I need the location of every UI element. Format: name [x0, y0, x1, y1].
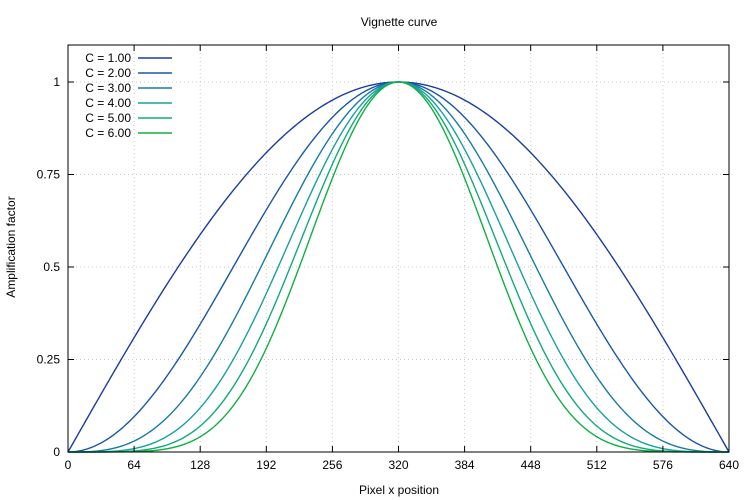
- x-tick-label: 256: [322, 458, 342, 472]
- series-line: [68, 81, 729, 453]
- legend-label: C = 3.00: [85, 81, 131, 95]
- x-tick-label: 128: [190, 458, 210, 472]
- x-tick-label: 384: [455, 458, 475, 472]
- x-tick-label: 320: [388, 458, 408, 472]
- y-axis-label: Amplification factor: [4, 196, 18, 297]
- x-axis-ticks: 0 64 128 192 256 320 384 448 512 576 640: [65, 45, 739, 472]
- y-tick-label: 0.5: [43, 260, 60, 274]
- series-curves: [67, 81, 730, 453]
- y-tick-label: 0: [53, 445, 60, 459]
- x-tick-label: 576: [653, 458, 673, 472]
- y-tick-label: 0.25: [37, 353, 61, 367]
- legend-label: C = 1.00: [85, 51, 131, 65]
- x-tick-label: 192: [256, 458, 276, 472]
- y-tick-label: 0.75: [37, 168, 61, 182]
- y-axis-ticks: 0 0.25 0.5 0.75 1: [37, 75, 729, 459]
- legend: C = 1.00C = 2.00C = 3.00C = 4.00C = 5.00…: [85, 51, 172, 140]
- grid-lines: [68, 45, 729, 452]
- legend-label: C = 6.00: [85, 126, 131, 140]
- x-tick-label: 0: [65, 458, 72, 472]
- x-tick-label: 448: [521, 458, 541, 472]
- plot-frame: [67, 44, 730, 453]
- legend-label: C = 4.00: [85, 96, 131, 110]
- x-tick-label: 640: [719, 458, 739, 472]
- y-tick-label: 1: [53, 75, 60, 89]
- x-tick-label: 512: [587, 458, 607, 472]
- legend-label: C = 2.00: [85, 66, 131, 80]
- x-tick-label: 64: [127, 458, 141, 472]
- chart-title: Vignette curve: [361, 15, 438, 29]
- legend-label: C = 5.00: [85, 111, 131, 125]
- x-axis-label: Pixel x position: [359, 483, 439, 497]
